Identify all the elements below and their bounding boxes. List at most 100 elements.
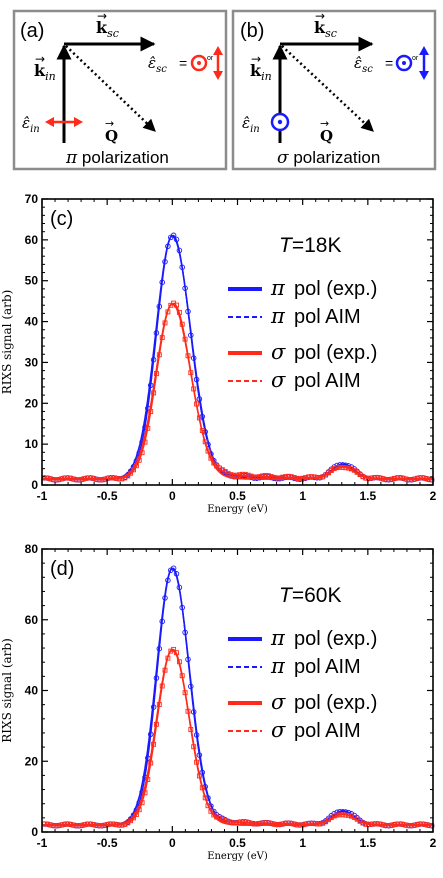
k-in-label: kin [34,61,56,83]
x-tick-label: -1 [37,836,48,850]
k-sc-vec-b: → [315,9,325,23]
sigma-data-point [417,821,423,827]
legend-symbol: π [270,304,286,328]
x-tick-label: 2 [430,489,437,503]
sigma-data-point [73,477,79,483]
panel-label: (d) [50,558,74,580]
sigma-data-point [374,821,380,827]
out-of-plane-in-dot [277,119,283,125]
vertical-double-arrow-icon-b [419,46,429,80]
legend-text: pol AIM [294,720,361,742]
sigma-data-point [108,475,114,481]
x-tick-label: 1 [299,836,306,850]
sigma-data-point [99,477,105,483]
x-tick-label: 1.5 [359,836,376,850]
sigma-data-point [251,821,257,827]
legend-symbol: π [270,654,286,678]
sigma-data-point [65,821,70,827]
legend-text: pol AIM [294,656,361,678]
plot-frame [41,548,434,833]
sigma-data-point [265,473,271,479]
y-axis-label: RIXS signal (arb) [0,290,14,395]
panel-a-caption: π polarization [65,148,169,168]
horizontal-double-arrow-icon [45,117,83,127]
x-tick-label: 1 [299,489,306,503]
sigma-data-point [397,821,403,827]
sigma-data-point [76,477,82,483]
x-tick-label: -1 [37,489,48,503]
temperature-label: T=60K [279,584,341,607]
out-of-plane-dot [197,61,201,65]
sigma-data-point [76,823,82,829]
x-tick-label: -0.5 [97,836,118,850]
y-tick-label: 60 [25,613,39,627]
q-arrow [65,45,156,132]
k-in-label-b: kin [250,61,272,83]
sigma-data-point [277,475,283,481]
q-label-b: Q [320,127,333,145]
sigma-data-point [85,475,91,481]
y-axis-label: RIXS signal (arb) [0,638,14,743]
sigma-data-point [65,475,70,481]
eps-sc-label: ε̂sc [148,54,167,75]
y-tick-label: 30 [25,355,39,369]
legend-symbol: π [270,276,286,300]
y-tick-label: 10 [25,437,39,451]
legend-text: pol (exp.) [294,342,377,364]
q-vec-b: → [320,117,329,130]
x-axis-label: Energy (eV) [207,504,268,515]
y-tick-label: 0 [31,478,38,492]
x-axis-label: Energy (eV) [207,851,268,862]
legend-text: pol AIM [294,370,361,392]
k-sc-vec: → [97,9,107,23]
sigma-data-point [262,473,268,478]
legend-text: pol (exp.) [294,692,377,714]
legend-symbol: σ [271,340,286,364]
sigma-data-point [88,475,93,481]
panel-label: (c) [50,208,73,230]
eps-in-label-b: ε̂in [242,114,260,135]
sigma-aim-line [42,648,433,826]
sigma-data-point [274,475,280,481]
x-tick-label: 2 [430,836,437,850]
x-tick-label: 0.5 [229,836,246,850]
eps-in-label: ε̂in [22,114,40,135]
sigma-data-point [397,475,403,481]
temperature-label: T=18K [279,234,341,257]
k-in-vec-b: → [251,52,261,66]
sigma-data-point [96,477,102,483]
panel-b-label: (b) [240,20,264,42]
k-in-vec: → [35,52,45,66]
x-tick-label: 1.5 [359,489,376,503]
legend-text: pol (exp.) [294,278,377,300]
legend-symbol: σ [271,368,286,392]
sigma-data-point [254,821,260,827]
y-tick-label: 70 [25,192,39,206]
y-tick-label: 20 [25,754,39,768]
y-tick-label: 50 [25,274,39,288]
k-sc-label: ksc [96,18,119,40]
panel-b-frame [231,9,437,171]
sigma-aim-line [42,303,433,480]
y-tick-label: 80 [25,542,39,556]
sigma-data-point [409,477,415,483]
panel-b-caption: σ polarization [277,148,380,168]
sigma-data-point [417,475,423,481]
sigma-exp-line [42,302,433,480]
y-tick-label: 20 [25,396,39,410]
or-text-a: or [207,55,214,62]
x-tick-label: 0 [169,489,176,503]
sigma-data-point [53,477,59,483]
sigma-data-point [242,819,248,825]
sigma-data-point [88,821,93,827]
legend-symbol: π [270,626,286,650]
y-tick-label: 40 [25,315,39,329]
x-tick-label: -0.5 [97,489,118,503]
k-sc-label-b: ksc [314,18,337,40]
legend-text: pol (exp.) [294,628,377,650]
legend-symbol: σ [271,718,286,742]
or-text-b: or [412,55,419,62]
sigma-data-point [420,821,426,827]
